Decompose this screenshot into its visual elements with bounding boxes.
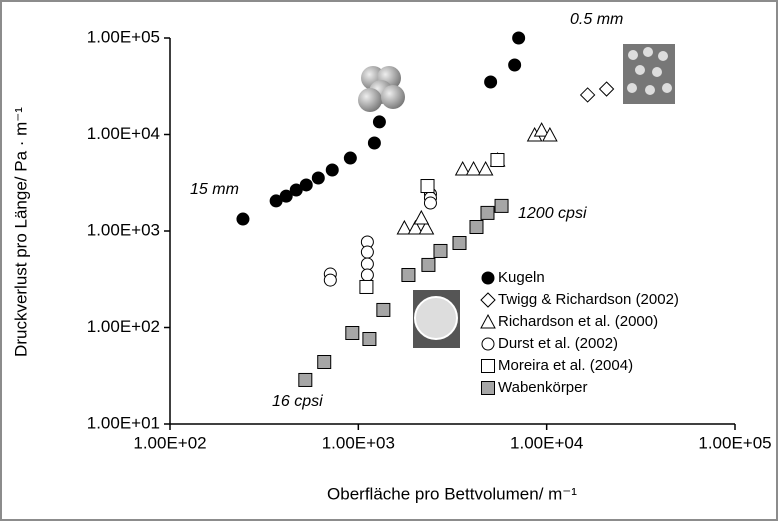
point [470,221,483,234]
x-axis-label: Oberfläche pro Bettvolumen/ m⁻¹ [327,484,577,503]
x-tick-label: 1.00E+04 [510,433,583,452]
point [481,206,494,219]
legend-label: Twigg & Richardson (2002) [498,291,679,308]
x-tick-label: 1.00E+05 [698,433,771,452]
legend-marker [482,382,495,395]
point [424,197,436,209]
legend-marker [482,338,494,350]
point [509,59,521,71]
chart: Oberfläche pro Bettvolumen/ m⁻¹ Druckver… [0,0,778,521]
point [402,268,415,281]
point [453,237,466,250]
annotation: 1200 cpsi [518,205,587,222]
legend-marker [482,272,494,284]
y-tick-label: 1.00E+01 [87,413,160,432]
y-tick-label: 1.00E+05 [87,27,160,46]
annotation: 15 mm [190,181,239,198]
point [360,280,373,293]
point [237,213,249,225]
point [368,137,380,149]
point [363,333,376,346]
y-tick-label: 1.00E+03 [87,220,160,239]
point [344,152,356,164]
point [434,244,447,257]
legend-label: Wabenkörper [498,379,588,396]
point [513,32,525,44]
legend-marker [482,360,495,373]
y-axis-label: Druckverlust pro Länge/ Pa · m⁻¹ [11,107,30,357]
legend-label: Durst et al. (2002) [498,335,618,352]
point [326,164,338,176]
point [318,356,331,369]
point [346,327,359,340]
legend-label: Kugeln [498,269,545,286]
point [300,179,312,191]
point [485,76,497,88]
point [312,172,324,184]
annotation: 16 cpsi [272,393,323,410]
point [373,116,385,128]
honeycomb-disc [415,297,457,339]
point [299,373,312,386]
point [495,199,508,212]
y-tick-label: 1.00E+04 [87,124,160,143]
x-tick-label: 1.00E+02 [133,433,206,452]
point [361,269,373,281]
annotation: 0.5 mm [570,11,623,28]
legend-label: Moreira et al. (2004) [498,357,633,374]
x-tick-label: 1.00E+03 [322,433,395,452]
legend-label: Richardson et al. (2000) [498,313,658,330]
point [377,303,390,316]
point [361,258,373,270]
point [324,274,336,286]
point [422,258,435,271]
point [491,154,504,167]
point [421,180,434,193]
point [361,246,373,258]
y-tick-label: 1.00E+02 [87,317,160,336]
